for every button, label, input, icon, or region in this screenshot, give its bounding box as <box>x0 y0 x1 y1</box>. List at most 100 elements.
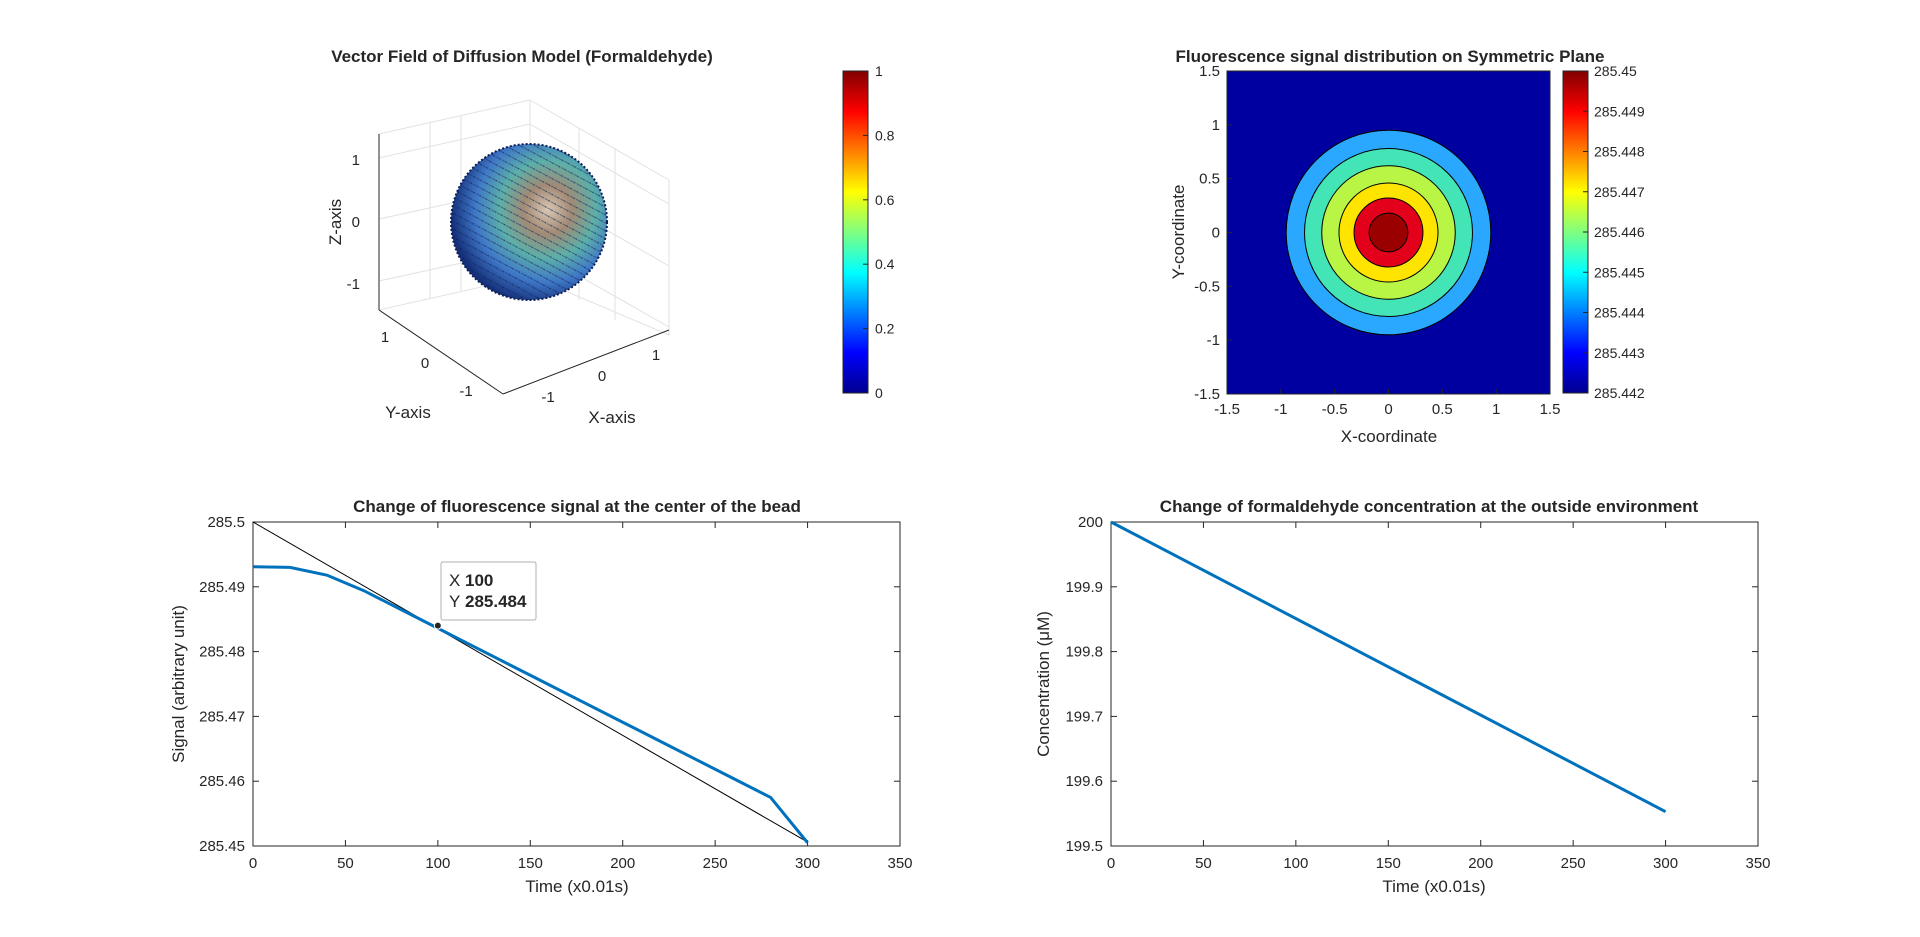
chart4-xtick-label: 350 <box>1745 855 1770 872</box>
chart1-colorbar-label: 0.8 <box>875 127 895 143</box>
chart1-axes <box>378 134 670 395</box>
chart2-colorbar-label: 285.449 <box>1594 103 1645 119</box>
chart3-title: Change of fluorescence signal at the cen… <box>353 497 801 516</box>
chart4-ytick-label: 200 <box>1078 514 1103 531</box>
chart1-ylabel: Y-axis <box>385 403 431 422</box>
chart2-tick-labels: -1.5 -1 -0.5 0 0.5 1 1.5 -1.5 -1 -0.5 0 0.5 1 1.5 <box>1194 63 1560 418</box>
chart1-colorbar: 0 0.2 0.4 0.6 0.8 1 <box>842 63 895 401</box>
datatip-marker[interactable] <box>433 621 442 630</box>
tangent-line <box>252 521 808 843</box>
chart3-ytick-label: 285.48 <box>199 644 245 661</box>
chart3-xtick-label: 350 <box>887 855 912 872</box>
chart2-xtick-label: 1.5 <box>1540 401 1561 418</box>
chart2-ytick-label: 0 <box>1212 225 1220 242</box>
chart4-title: Change of formaldehyde concentration at … <box>1160 497 1699 516</box>
chart2-colorbar-label: 285.446 <box>1594 224 1645 240</box>
datatip-x-label: X <box>449 571 460 590</box>
chart1-tick-labels: 1 0 -1 1 0 -1 -1 0 1 <box>347 152 661 406</box>
chart4-ylabel: Concentration (μM) <box>1034 611 1053 757</box>
chart3-xtick-label: 50 <box>337 855 354 872</box>
contour-rings <box>1285 129 1492 336</box>
chart2-xtick-label: 0.5 <box>1432 401 1453 418</box>
concentration-line-chart: Change of formaldehyde concentration at … <box>1034 497 1771 896</box>
chart2-colorbar-label: 285.45 <box>1594 63 1637 79</box>
chart2-xtick-label: -1.5 <box>1214 401 1240 418</box>
chart2-colorbar-label: 285.447 <box>1594 184 1645 200</box>
chart2-colorbar-label: 285.443 <box>1594 345 1645 361</box>
chart1-xtick-label: -1 <box>541 389 554 406</box>
chart3-xtick-label: 100 <box>425 855 450 872</box>
chart4-xtick-label: 300 <box>1653 855 1678 872</box>
chart4-xtick-label: 50 <box>1195 855 1212 872</box>
datatip-y-value: 285.484 <box>465 592 527 611</box>
chart1-xtick-label: 0 <box>598 368 606 385</box>
chart1-ztick-label: 1 <box>352 152 360 169</box>
contour-ring <box>1368 212 1409 253</box>
chart2-ytick-label: 0.5 <box>1199 171 1220 188</box>
chart4-ticks: 0 50 100 150 200 250 300 350 199.5 199.6 199.7 199.… <box>1065 514 1770 872</box>
datatip-box <box>440 561 537 621</box>
chart2-colorbar-label: 285.442 <box>1594 385 1645 401</box>
chart3-ytick-label: 285.5 <box>207 514 245 531</box>
chart3-ytick-label: 285.46 <box>199 773 245 790</box>
chart4-xtick-label: 250 <box>1561 855 1586 872</box>
chart2-xlabel: X-coordinate <box>1341 427 1437 446</box>
chart4-ytick-label: 199.5 <box>1065 838 1103 855</box>
signal-line-chart: Change of fluorescence signal at the cen… <box>169 497 913 896</box>
chart2-colorbar-label: 285.448 <box>1594 144 1645 160</box>
chart3-ytick-label: 285.45 <box>199 838 245 855</box>
chart4-ytick-label: 199.7 <box>1065 708 1103 725</box>
chart3-xtick-label: 200 <box>610 855 635 872</box>
chart2-xtick-label: 0 <box>1384 401 1392 418</box>
chart4-xtick-label: 100 <box>1283 855 1308 872</box>
chart4-xtick-label: 200 <box>1468 855 1493 872</box>
chart2-ylabel: Y-coordinate <box>1169 185 1188 280</box>
chart1-colorbar-label: 0.2 <box>875 321 895 337</box>
datatip-y-label: Y <box>449 592 460 611</box>
formaldehyde-sphere <box>450 143 608 301</box>
chart1-colorbar-label: 0.6 <box>875 192 895 208</box>
chart1-ytick-label: -1 <box>459 383 472 400</box>
chart4-series <box>1110 520 1667 813</box>
chart2-colorbar: 285.442 285.443 285.444 285.445 285.446 285.4… <box>1562 63 1645 401</box>
chart2-ytick-label: -0.5 <box>1194 278 1220 295</box>
vector-field-3d-chart: Vector Field of Diffusion Model (Formald… <box>326 47 895 427</box>
chart1-title: Vector Field of Diffusion Model (Formald… <box>331 47 713 66</box>
chart3-xtick-label: 250 <box>703 855 728 872</box>
chart1-zlabel: Z-axis <box>326 199 345 245</box>
chart3-ytick-label: 285.49 <box>199 579 245 596</box>
chart3-xlabel: Time (x0.01s) <box>525 877 628 896</box>
fluorescence-contour-chart: Fluorescence signal distribution on Symm… <box>1169 47 1645 446</box>
chart2-ytick-label: -1.5 <box>1194 386 1220 403</box>
chart4-ytick-label: 199.6 <box>1065 773 1103 790</box>
chart3-series <box>252 521 809 844</box>
concentration-series-line <box>1110 520 1667 813</box>
chart1-colorbar-label: 1 <box>875 63 883 79</box>
chart3-ticks: 0 50 100 150 200 250 300 350 285.45 285.46 285.47 2… <box>199 514 912 872</box>
chart3-ytick-label: 285.47 <box>199 708 245 725</box>
chart2-xtick-label: -1 <box>1274 401 1287 418</box>
datatip-x-value: 100 <box>465 571 493 590</box>
chart1-xtick-label: 1 <box>652 347 660 364</box>
chart1-colorbar-label: 0 <box>875 385 883 401</box>
chart4-xtick-label: 0 <box>1107 855 1115 872</box>
chart3-plot-area <box>252 521 901 847</box>
chart2-title: Fluorescence signal distribution on Symm… <box>1176 47 1605 66</box>
chart2-ytick-label: 1.5 <box>1199 63 1220 80</box>
chart2-colorbar-label: 285.444 <box>1594 305 1645 321</box>
chart3-xtick-label: 0 <box>249 855 257 872</box>
signal-series-line <box>252 565 809 844</box>
chart3-ylabel: Signal (arbitrary unit) <box>169 605 188 763</box>
chart3-xtick-label: 300 <box>795 855 820 872</box>
chart4-xtick-label: 150 <box>1376 855 1401 872</box>
datatip[interactable]: X 100 Y 285.484 <box>440 561 537 621</box>
chart2-xtick-label: 1 <box>1492 401 1500 418</box>
chart2-xtick-label: -0.5 <box>1322 401 1348 418</box>
chart2-ytick-label: -1 <box>1207 332 1220 349</box>
chart1-ytick-label: 1 <box>381 329 389 346</box>
chart4-plot-area <box>1110 521 1759 847</box>
chart1-ztick-label: -1 <box>347 276 360 293</box>
chart4-ytick-label: 199.9 <box>1065 579 1103 596</box>
chart1-ytick-label: 0 <box>421 355 429 372</box>
